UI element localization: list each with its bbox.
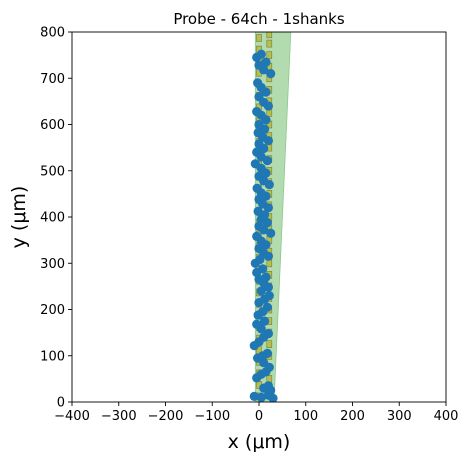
- y-tick-label: 600: [40, 118, 65, 133]
- x-tick-label: 0: [255, 409, 263, 424]
- unit-location-point: [252, 107, 262, 117]
- probe-contact: [266, 32, 273, 39]
- unit-location-point: [252, 319, 262, 329]
- unit-location-point: [252, 231, 262, 241]
- y-axis-label: y (μm): [8, 186, 30, 249]
- x-tick-label: 300: [387, 409, 412, 424]
- unit-location-point: [253, 206, 263, 216]
- x-tick-label: −300: [101, 409, 137, 424]
- probe-contact: [266, 39, 273, 48]
- x-axis-label: x (μm): [228, 431, 291, 453]
- x-tick-label: −400: [54, 409, 90, 424]
- unit-location-point: [254, 60, 264, 70]
- x-tick-label: −100: [194, 409, 230, 424]
- unit-location-point: [258, 264, 268, 274]
- unit-location-point: [253, 78, 263, 88]
- unit-location-point: [256, 392, 266, 402]
- unit-location-point: [254, 119, 264, 130]
- y-tick-label: 500: [40, 164, 65, 179]
- y-tick-label: 300: [40, 257, 65, 272]
- x-tick-label: 400: [434, 409, 459, 424]
- x-tick-label: 200: [340, 409, 365, 424]
- unit-location-point: [254, 92, 264, 102]
- unit-location-point: [266, 228, 276, 238]
- unit-location-point: [254, 221, 264, 231]
- unit-location-point: [254, 171, 264, 181]
- unit-location-point: [260, 316, 270, 326]
- unit-location-point: [268, 393, 278, 402]
- y-tick-label: 700: [40, 72, 65, 87]
- probe-contact: [266, 259, 273, 268]
- x-axis-ticks: −400 −300 −200 −100 0 100 200 300 400: [54, 402, 458, 424]
- y-tick-label: 800: [40, 26, 65, 41]
- unit-location-point: [263, 329, 273, 339]
- plot-inner: [249, 32, 292, 402]
- y-tick-label: 200: [40, 303, 65, 318]
- unit-location-point: [263, 381, 273, 391]
- probe-contact: [266, 340, 273, 349]
- unit-location-point: [261, 57, 271, 67]
- unit-location-point: [266, 69, 276, 79]
- unit-location-point: [261, 272, 271, 282]
- unit-location-point: [264, 291, 274, 301]
- unit-location-point: [256, 49, 266, 59]
- y-tick-label: 100: [40, 349, 65, 364]
- unit-location-point: [262, 302, 272, 312]
- unit-location-point: [250, 159, 260, 169]
- y-tick-label: 400: [40, 211, 65, 226]
- probe-contact: [256, 34, 262, 42]
- y-tick-label: 0: [57, 396, 65, 411]
- unit-location-point: [254, 243, 264, 254]
- y-axis-ticks: 0 100 200 300 400 500 600 700 800: [40, 26, 72, 411]
- unit-location-point: [256, 286, 266, 296]
- x-tick-label: 100: [293, 409, 318, 424]
- chart-title: Probe - 64ch - 1shanks: [173, 10, 345, 28]
- probe-contact: [266, 51, 273, 59]
- plot-area: [249, 32, 292, 402]
- unit-location-point: [252, 147, 262, 157]
- unit-location-point: [262, 348, 272, 358]
- unit-location-point: [249, 391, 259, 401]
- unit-location-point: [252, 183, 262, 193]
- x-tick-label: −200: [148, 409, 184, 424]
